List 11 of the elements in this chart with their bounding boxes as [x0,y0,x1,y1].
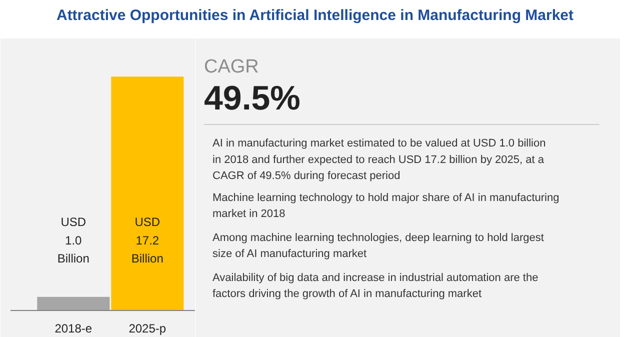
text: AI in manufacturing market estimated to be valued at USD 1.0 billion in 2018 and further expected to reach USD 17.2 billion by 2025, at a CAGR of 49.5% during forecast period [212,138,546,182]
data-label: USD 17.2 Billion [131,215,164,266]
text: CAGR [204,56,259,78]
x-tick-label: 2025-p [128,322,166,336]
text: Among machine learning technologies, deep learning to hold largest size of AI manufacturing market [212,232,544,260]
text: 49.5% [204,79,300,118]
text: Machine learning technology to hold major share of AI in manufacturing market in 2018 [212,192,560,220]
x-tick-label: 2018-e [54,322,92,336]
text: Attractive Opportunities in Artificial Intelligence in Manufacturing Market [56,6,574,26]
data-label: USD 1.0 Billion [57,215,90,266]
text: Availability of big data and increase in industrial automation are the factors driving the growth of AI in manufacturing market [212,272,538,300]
